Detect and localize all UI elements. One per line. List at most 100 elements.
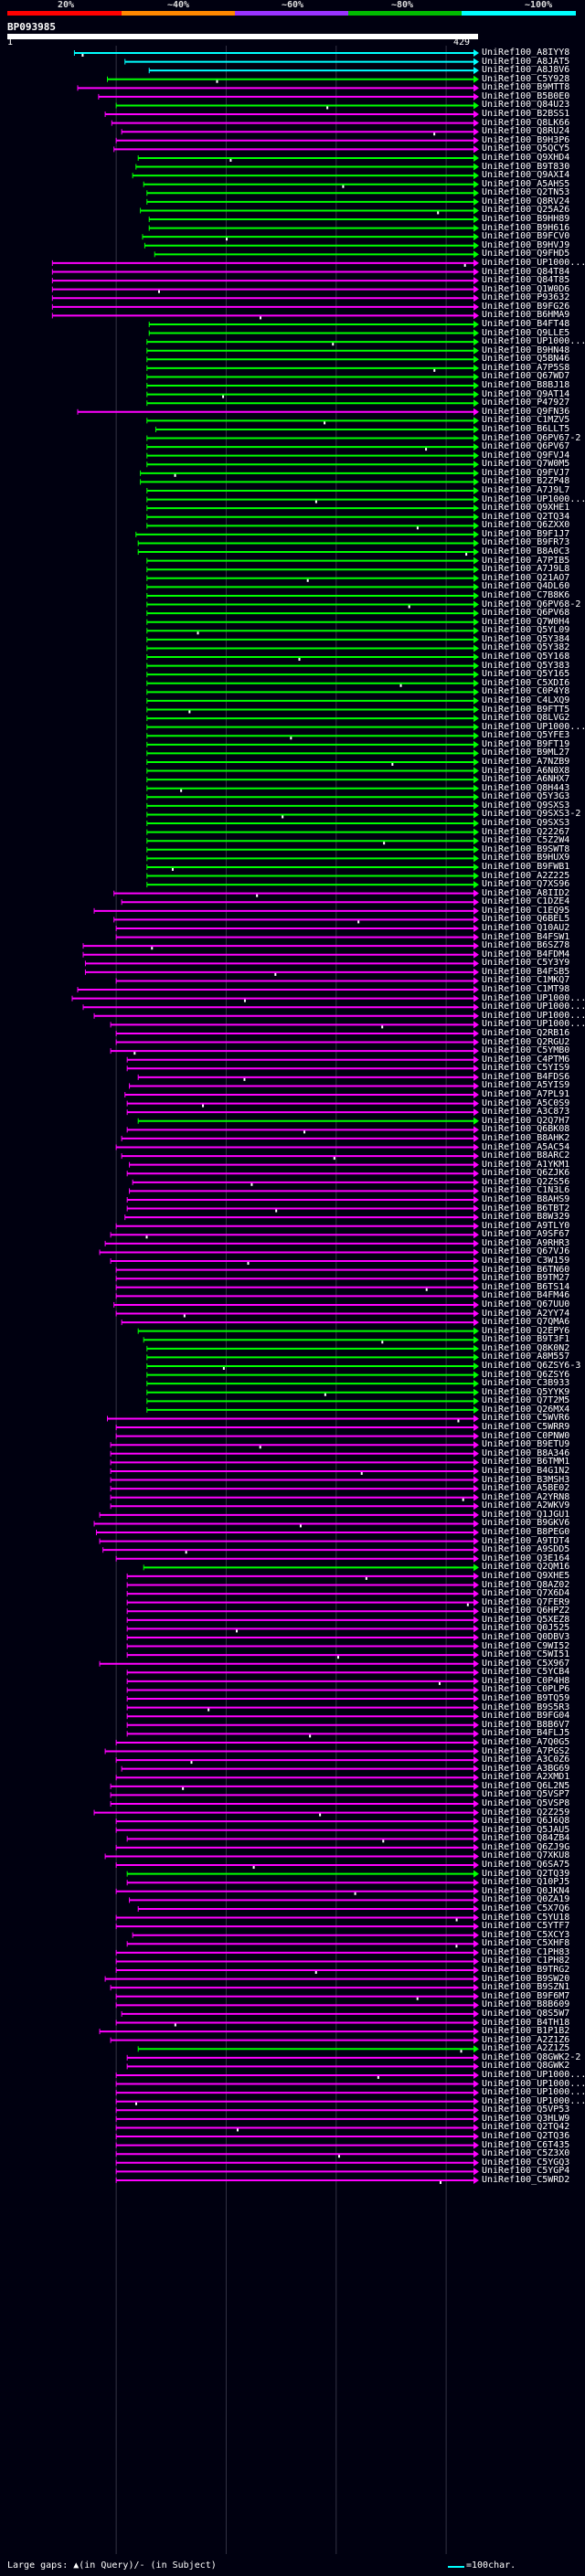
hit-label[interactable]: UniRef100_Q5BN46 (482, 354, 570, 365)
hit-label[interactable]: UniRef100_B6SZ78 (482, 940, 570, 951)
hit-label[interactable]: UniRef100_Q6PV68 (482, 608, 570, 619)
hit-label[interactable]: UniRef100_Q9FVJ4 (482, 450, 570, 461)
hit-label[interactable]: UniRef100_C5Y3Y9 (482, 958, 570, 969)
hit-label[interactable]: UniRef100_C5YCB4 (482, 1667, 570, 1678)
hit-label[interactable]: UniRef100_B8W329 (482, 1212, 570, 1223)
hit-label[interactable]: UniRef100_B9FWB1 (482, 861, 570, 872)
hit-label[interactable]: UniRef100_A5AC54 (482, 1141, 570, 1152)
hit-label[interactable]: UniRef100_C5Y928 (482, 73, 570, 84)
hit-label[interactable]: UniRef100_A7PL91 (482, 1089, 570, 1100)
hit-label[interactable]: UniRef100_Q2EPY6 (482, 1325, 570, 1336)
hit-label[interactable]: UniRef100_C1N3L6 (482, 1185, 570, 1196)
hit-label[interactable]: UniRef100_A3C873 (482, 1107, 570, 1118)
hit-label[interactable]: UniRef100_A9TLY0 (482, 1220, 570, 1231)
hit-label[interactable]: UniRef100_Q2RGU2 (482, 1036, 570, 1047)
hit-label[interactable]: UniRef100_Q8GWK2 (482, 2061, 570, 2072)
hit-label[interactable]: UniRef100_Q8GWK2-2 (482, 2051, 581, 2062)
hit-label[interactable]: UniRef100_C5WRD2 (482, 2174, 570, 2185)
hit-label[interactable]: UniRef100_B9HUX9 (482, 853, 570, 864)
hit-label[interactable]: UniRef100_Q7FER9 (482, 1596, 570, 1607)
hit-label[interactable]: UniRef100_Q0ZA19 (482, 1894, 570, 1905)
hit-label[interactable]: UniRef100_B9GKV6 (482, 1518, 570, 1529)
hit-label[interactable]: UniRef100_Q5Y383 (482, 660, 570, 671)
hit-label[interactable]: UniRef100_B8A0C3 (482, 546, 570, 557)
hit-label[interactable]: UniRef100_C0PLP6 (482, 1684, 570, 1695)
hit-label[interactable]: UniRef100_Q8AZ02 (482, 1579, 570, 1590)
hit-label[interactable]: UniRef100_Q3E164 (482, 1553, 570, 1564)
hit-label[interactable]: UniRef100_Q6ZJK6 (482, 1168, 570, 1179)
hit-label[interactable]: UniRef100_Q0JKN4 (482, 1885, 570, 1896)
hit-label[interactable]: UniRef100_C5YU18 (482, 1912, 570, 1923)
hit-label[interactable]: UniRef100_A8IYY8 (482, 48, 570, 58)
hit-label[interactable]: UniRef100_Q2TN53 (482, 187, 570, 198)
hit-label[interactable]: UniRef100_Q67VJ6 (482, 1246, 570, 1257)
hit-label[interactable]: UniRef100_B4FLJ5 (482, 1728, 570, 1739)
hit-label[interactable]: UniRef100_UP1000... (482, 2078, 585, 2089)
hit-label[interactable]: UniRef100_B8AHS9 (482, 1193, 570, 1204)
hit-label[interactable]: UniRef100_C4LXQ9 (482, 694, 570, 705)
hit-label[interactable]: UniRef100_Q5Y3G3 (482, 791, 570, 802)
hit-label[interactable]: UniRef100_B9H616 (482, 222, 570, 233)
hit-label[interactable]: UniRef100_Q7QMA6 (482, 1317, 570, 1328)
hit-label[interactable]: UniRef100_A7J9L8 (482, 564, 570, 575)
hit-label[interactable]: UniRef100_B9TRG2 (482, 1965, 570, 1976)
hit-label[interactable]: UniRef100_B8B609 (482, 1999, 570, 2010)
hit-label[interactable]: UniRef100_Q2Z259 (482, 1807, 570, 1818)
hit-label[interactable]: UniRef100_B6TMM1 (482, 1457, 570, 1468)
hit-label[interactable]: UniRef100_Q3HLW9 (482, 2113, 570, 2124)
hit-label[interactable]: UniRef100_A7Q0G5 (482, 1736, 570, 1747)
hit-label[interactable]: UniRef100_UP1000... (482, 2095, 585, 2106)
hit-label[interactable]: UniRef100_Q5JAU5 (482, 1824, 570, 1835)
hit-label[interactable]: UniRef100_Q84T84 (482, 266, 570, 277)
hit-label[interactable]: UniRef100_A6N0X8 (482, 765, 570, 776)
hit-label[interactable]: UniRef100_Q2TQ39 (482, 1868, 570, 1879)
hit-label[interactable]: UniRef100_B9HH89 (482, 214, 570, 225)
hit-label[interactable]: UniRef100_B4FM46 (482, 1290, 570, 1301)
hit-label[interactable]: UniRef100_C5Z2W4 (482, 835, 570, 846)
hit-label[interactable]: UniRef100_Q7W0M5 (482, 459, 570, 470)
hit-label[interactable]: UniRef100_Q9AT14 (482, 388, 570, 399)
hit-label[interactable]: UniRef100_Q84ZB4 (482, 1833, 570, 1844)
hit-label[interactable]: UniRef100_Q0DBV3 (482, 1631, 570, 1642)
hit-label[interactable]: UniRef100_Q7XS96 (482, 879, 570, 890)
hit-label[interactable]: UniRef100_UP1000... (482, 336, 585, 347)
hit-label[interactable]: UniRef100_A3BG69 (482, 1763, 570, 1774)
hit-label[interactable]: UniRef100_Q5XEZ8 (482, 1614, 570, 1625)
hit-label[interactable]: UniRef100_C0P4Y8 (482, 686, 570, 697)
hit-label[interactable]: UniRef100_C1DZE4 (482, 896, 570, 907)
hit-label[interactable]: UniRef100_C5X967 (482, 1658, 570, 1669)
hit-label[interactable]: UniRef100_Q8RU24 (482, 126, 570, 137)
hit-label[interactable]: UniRef100_B3MSH3 (482, 1474, 570, 1485)
hit-label[interactable]: UniRef100_A7PIB5 (482, 555, 570, 566)
hit-label[interactable]: UniRef100_A5BE02 (482, 1483, 570, 1494)
hit-label[interactable]: UniRef100_B9ML27 (482, 747, 570, 758)
hit-label[interactable]: UniRef100_A8IID2 (482, 887, 570, 898)
hit-label[interactable]: UniRef100_Q2RB16 (482, 1027, 570, 1038)
hit-label[interactable]: UniRef100_C5YIS9 (482, 1063, 570, 1074)
hit-label[interactable]: UniRef100_B1P1B2 (482, 2026, 570, 2037)
hit-label[interactable]: UniRef100_B9SWT8 (482, 843, 570, 854)
hit-label[interactable]: UniRef100_Q1JGU1 (482, 1509, 570, 1520)
hit-label[interactable]: UniRef100_Q9FHD5 (482, 249, 570, 260)
hit-label[interactable]: UniRef100_A2Z1Z6 (482, 2034, 570, 2045)
hit-label[interactable]: UniRef100_C0PNW0 (482, 1430, 570, 1441)
hit-label[interactable]: UniRef100_Q9AXI4 (482, 170, 570, 181)
hit-label[interactable]: UniRef100_B6HMA9 (482, 310, 570, 321)
hit-label[interactable]: UniRef100_A3C0Z6 (482, 1754, 570, 1765)
hit-label[interactable]: UniRef100_Q4DL60 (482, 581, 570, 592)
hit-label[interactable]: UniRef100_A2YRN8 (482, 1491, 570, 1502)
hit-label[interactable]: UniRef100_B9MTT8 (482, 82, 570, 93)
hit-label[interactable]: UniRef100_B9HN48 (482, 345, 570, 355)
hit-label[interactable]: UniRef100_Q6L2N5 (482, 1780, 570, 1791)
hit-label[interactable]: UniRef100_Q8H443 (482, 782, 570, 793)
hit-label[interactable]: UniRef100_Q67UU0 (482, 1299, 570, 1309)
hit-label[interactable]: UniRef100_A7J9L7 (482, 485, 570, 495)
hit-label[interactable]: UniRef100_Q10PJ5 (482, 1877, 570, 1888)
hit-label[interactable]: UniRef100_A2Z1Z5 (482, 2043, 570, 2054)
hit-label[interactable]: UniRef100_C5WVR6 (482, 1413, 570, 1424)
hit-label[interactable]: UniRef100_A7PGS2 (482, 1745, 570, 1756)
hit-label[interactable]: UniRef100_UP1000... (482, 257, 585, 268)
hit-label[interactable]: UniRef100_C5YGP4 (482, 2166, 570, 2177)
hit-label[interactable]: UniRef100_UP1000... (482, 2069, 585, 2080)
hit-label[interactable]: UniRef100_C5YTF7 (482, 1921, 570, 1932)
